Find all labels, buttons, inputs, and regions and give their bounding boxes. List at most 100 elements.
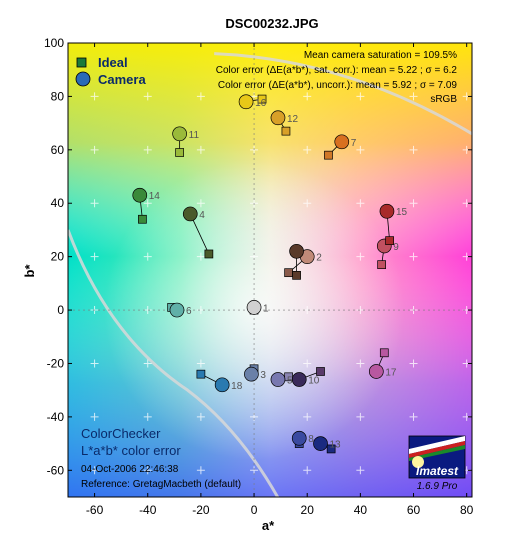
- patch-4: 4: [182, 206, 214, 259]
- legend: Ideal Camera: [75, 55, 146, 87]
- grid-mark: [90, 145, 99, 154]
- patch-15: 15: [379, 203, 408, 245]
- y-tick-label: 60: [51, 143, 65, 157]
- grid-mark: [90, 466, 99, 475]
- y-tick-label: -40: [47, 410, 65, 424]
- x-tick-label: -20: [192, 503, 210, 517]
- grid-mark: [356, 412, 365, 421]
- patch-8: 8: [291, 430, 314, 448]
- x-tick-label: -60: [86, 503, 104, 517]
- grid-mark: [143, 199, 152, 208]
- legend-camera-label: Camera: [98, 72, 146, 87]
- ideal-point: [204, 249, 214, 259]
- grid-mark: [90, 412, 99, 421]
- x-tick-label: 80: [460, 503, 474, 517]
- grid-mark: [196, 252, 205, 261]
- grid-mark: [90, 199, 99, 208]
- grid-mark: [196, 412, 205, 421]
- patch-label: 15: [396, 207, 408, 218]
- legend-ideal-marker: [76, 57, 87, 68]
- patch-5: 5: [270, 372, 293, 387]
- camera-point: [313, 436, 328, 451]
- logo-name: Imatest: [416, 464, 459, 478]
- ideal-point: [284, 268, 293, 278]
- y-tick-label: 0: [57, 303, 64, 317]
- patch-3: 3: [244, 364, 266, 382]
- camera-point: [132, 187, 148, 203]
- grid-mark: [409, 199, 418, 208]
- legend-camera-marker: [75, 71, 91, 87]
- patch-label: 14: [149, 191, 161, 202]
- imatest-logo: Imatest 1.6.9 Pro: [408, 435, 466, 492]
- patch-11: 11: [172, 126, 199, 157]
- grid-mark: [196, 199, 205, 208]
- ideal-point: [316, 367, 325, 376]
- camera-point: [169, 302, 185, 318]
- stat-colorspace: sRGB: [430, 94, 457, 105]
- patch-label: 3: [260, 370, 266, 381]
- camera-point: [368, 364, 384, 379]
- camera-point: [291, 372, 307, 387]
- patch-6: 6: [167, 302, 192, 318]
- ideal-point: [292, 270, 301, 280]
- camera-point: [244, 366, 259, 382]
- gamut-curve-inner: [68, 229, 280, 497]
- grid-mark: [356, 92, 365, 101]
- grid-mark: [409, 252, 418, 261]
- grid-mark: [196, 145, 205, 154]
- grid-mark: [303, 92, 312, 101]
- grid-mark: [196, 359, 205, 368]
- y-tick-label: 20: [51, 250, 65, 264]
- ideal-point: [379, 348, 389, 358]
- patch-label: 6: [186, 306, 192, 317]
- ideal-point: [324, 150, 333, 160]
- gamut-curves: [68, 52, 472, 497]
- grid-mark: [90, 92, 99, 101]
- patch-label: 7: [351, 138, 357, 149]
- camera-point: [270, 372, 286, 387]
- camera-point: [214, 377, 230, 393]
- logo-version: 1.6.9 Pro: [417, 481, 458, 492]
- chart-title: DSC00232.JPG: [225, 16, 318, 31]
- legend-ideal-label: Ideal: [98, 55, 128, 70]
- grid-mark: [143, 412, 152, 421]
- grid-mark: [303, 145, 312, 154]
- stats-box: Mean camera saturation = 109.5% Color er…: [216, 50, 458, 105]
- grid-mark: [303, 466, 312, 475]
- grid-mark: [303, 359, 312, 368]
- patch-label: 13: [330, 440, 342, 451]
- patch-label: 9: [393, 242, 399, 253]
- grid-mark: [143, 145, 152, 154]
- patch-label: 5: [287, 375, 293, 386]
- patch-extra-18: [289, 243, 304, 280]
- grid-mark: [90, 252, 99, 261]
- gamut-curve-outer: [214, 52, 472, 136]
- camera-point: [289, 243, 304, 259]
- y-tick-label: -20: [47, 356, 65, 370]
- ideal-point: [257, 94, 267, 104]
- corner-title-line2: L*a*b* color error: [81, 443, 181, 458]
- x-axis-title: a*: [262, 518, 275, 533]
- camera-point: [182, 206, 198, 222]
- x-tick-label: -40: [139, 503, 157, 517]
- ideal-point: [326, 444, 336, 454]
- ideal-point: [385, 236, 394, 245]
- camera-point: [379, 203, 395, 219]
- camera-point: [270, 110, 286, 126]
- grid-mark: [409, 412, 418, 421]
- y-axis: 100 80 60 40 20 0 -20 -40 -60: [44, 36, 472, 477]
- patch-16: 16: [238, 94, 267, 110]
- x-tick-label: 0: [251, 503, 258, 517]
- grid-mark: [409, 359, 418, 368]
- ideal-point: [138, 214, 147, 224]
- grid-mark: [409, 92, 418, 101]
- y-axis-title: b*: [22, 264, 37, 278]
- ideal-point: [196, 369, 206, 379]
- grid: [68, 43, 472, 497]
- patch-label: 1: [263, 303, 269, 314]
- x-axis: -60 -40 -20 0 20 40 60 80: [86, 43, 474, 517]
- stat-error-uncorrected: Color error (ΔE(a*b*), uncorr.): mean = …: [218, 80, 458, 91]
- patch-label: 12: [287, 114, 299, 125]
- patch-18: 18: [196, 369, 243, 393]
